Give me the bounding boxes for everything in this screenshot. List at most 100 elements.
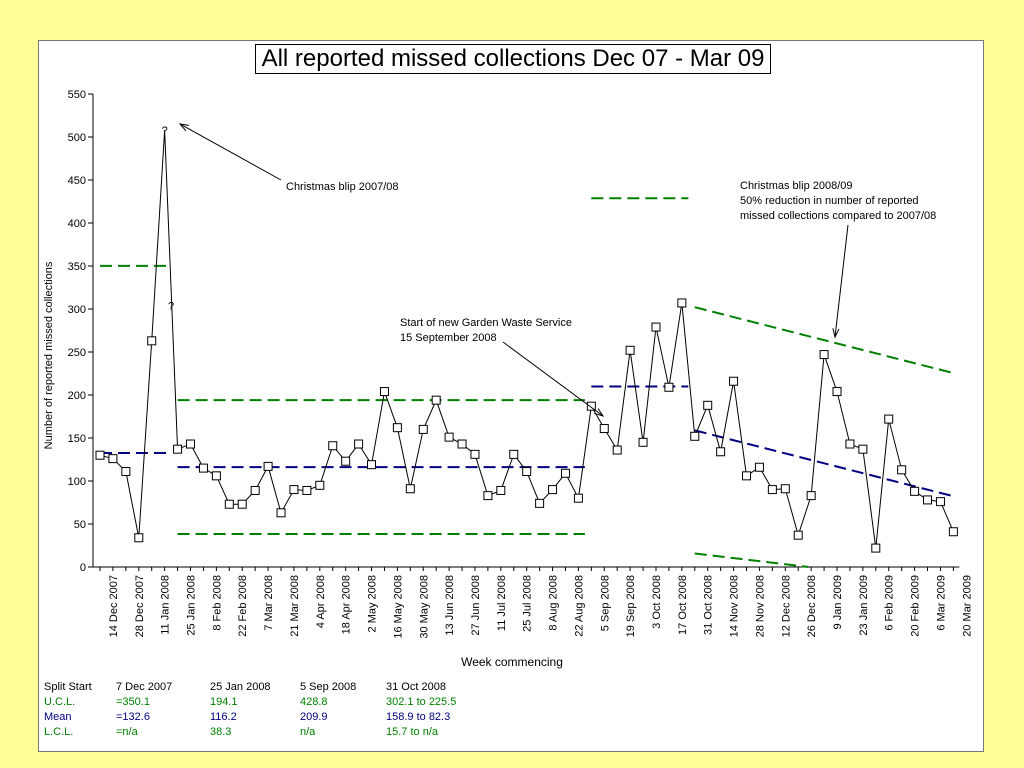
- stats-cell: L.C.L.: [44, 726, 74, 738]
- data-point: [496, 485, 506, 495]
- data-point: [457, 439, 467, 449]
- y-tick-label: 50: [74, 519, 86, 531]
- y-tick-label: 550: [68, 89, 86, 101]
- mean-line: [694, 429, 954, 498]
- data-point: [948, 527, 958, 537]
- x-tick-label: 8 Feb 2008: [211, 575, 223, 631]
- data-point: [625, 345, 635, 355]
- data-point: [599, 424, 609, 434]
- data-point: [845, 439, 855, 449]
- data-point: [767, 485, 777, 495]
- chart-title: All reported missed collections Dec 07 -…: [255, 44, 771, 74]
- data-point: [483, 491, 493, 501]
- x-tick-label: 17 Oct 2008: [677, 575, 689, 635]
- x-tick-label: 12 Dec 2008: [780, 575, 792, 637]
- ucl-line: [694, 306, 954, 375]
- stats-cell: 5 Sep 2008: [300, 681, 357, 693]
- data-point: [431, 395, 441, 405]
- x-tick-label: 22 Feb 2008: [237, 575, 249, 637]
- x-tick-label: 28 Dec 2007: [134, 575, 146, 637]
- y-tick-label: 250: [68, 347, 86, 359]
- data-point: [754, 462, 764, 472]
- lcl-line: [694, 552, 809, 568]
- data-point: [289, 485, 299, 495]
- annotation-text: Start of new Garden Waste Service: [400, 317, 572, 329]
- question-mark-label: ?: [168, 301, 174, 313]
- data-point: [263, 461, 273, 471]
- data-point: [95, 450, 105, 460]
- data-point: [354, 439, 364, 449]
- data-point: [612, 445, 622, 455]
- data-point: [923, 495, 933, 505]
- y-tick-label: 350: [68, 261, 86, 273]
- annotation-text: Christmas blip 2008/09: [740, 180, 853, 192]
- data-point: [935, 497, 945, 507]
- data-point: [677, 298, 687, 308]
- data-point: [224, 499, 234, 509]
- y-tick-label: 0: [80, 562, 86, 574]
- data-point: [703, 400, 713, 410]
- x-tick-label: 6 Mar 2009: [935, 575, 947, 631]
- data-point: [806, 491, 816, 501]
- x-tick-label: 6 Feb 2009: [884, 575, 896, 631]
- data-point: [522, 467, 532, 477]
- annotation-arrow: [179, 123, 282, 181]
- data-point: [573, 493, 583, 503]
- data-point: [716, 447, 726, 457]
- annotation-text: 50% reduction in number of reported: [740, 195, 919, 207]
- data-point: [418, 424, 428, 434]
- data-point: [198, 463, 208, 473]
- data-point: [664, 382, 674, 392]
- x-tick-label: 19 Sep 2008: [625, 575, 637, 637]
- x-tick-label: 28 Nov 2008: [754, 575, 766, 637]
- chart-frame: [38, 40, 984, 752]
- data-point: [211, 471, 221, 481]
- data-point: [302, 485, 312, 495]
- data-point: [729, 376, 739, 386]
- data-point: [134, 533, 144, 543]
- data-point: [548, 485, 558, 495]
- stats-cell: 31 Oct 2008: [386, 681, 446, 693]
- stats-cell: 7 Dec 2007: [116, 681, 173, 693]
- annotation-arrow: [502, 341, 604, 417]
- y-tick-label: 450: [68, 175, 86, 187]
- stats-cell: =132.6: [116, 711, 150, 723]
- x-tick-label: 20 Feb 2009: [910, 575, 922, 637]
- annotation-arrowhead: [594, 408, 605, 417]
- data-point: [276, 508, 286, 518]
- data-point: [405, 484, 415, 494]
- stats-cell: 302.1 to 225.5: [386, 696, 457, 708]
- y-tick-label: 100: [68, 476, 86, 488]
- x-tick-label: 3 Oct 2008: [651, 575, 663, 629]
- y-tick-label: 200: [68, 390, 86, 402]
- data-point: [379, 387, 389, 397]
- data-point: [328, 441, 338, 451]
- data-point: [470, 449, 480, 459]
- x-tick-label: 11 Jan 2008: [160, 575, 172, 635]
- stats-cell: 38.3: [210, 726, 232, 738]
- stats-cell: U.C.L.: [44, 696, 76, 708]
- data-point: [793, 530, 803, 540]
- stats-cell: n/a: [300, 726, 316, 738]
- data-point: [910, 486, 920, 496]
- stats-cell: =350.1: [116, 696, 150, 708]
- data-point: [819, 350, 829, 360]
- stats-cell: 428.8: [300, 696, 328, 708]
- x-tick-label: 27 Jun 2008: [470, 575, 482, 636]
- data-point: [897, 465, 907, 475]
- x-tick-label: 14 Dec 2007: [108, 575, 120, 637]
- data-point: [509, 449, 519, 459]
- data-point: [780, 484, 790, 494]
- x-tick-label: 16 May 2008: [392, 575, 404, 639]
- y-axis-label: Number of reported missed collections: [43, 261, 55, 449]
- data-point: [586, 401, 596, 411]
- annotation-text: Christmas blip 2007/08: [286, 181, 399, 193]
- stats-cell: 116.2: [210, 711, 237, 723]
- x-tick-label: 5 Sep 2008: [599, 575, 611, 631]
- x-tick-label: 22 Aug 2008: [573, 575, 585, 637]
- x-tick-label: 2 May 2008: [367, 575, 379, 632]
- stats-cell: 15.7 to n/a: [386, 726, 438, 738]
- data-point: [186, 439, 196, 449]
- data-point: [367, 460, 377, 470]
- series-line: [99, 130, 954, 549]
